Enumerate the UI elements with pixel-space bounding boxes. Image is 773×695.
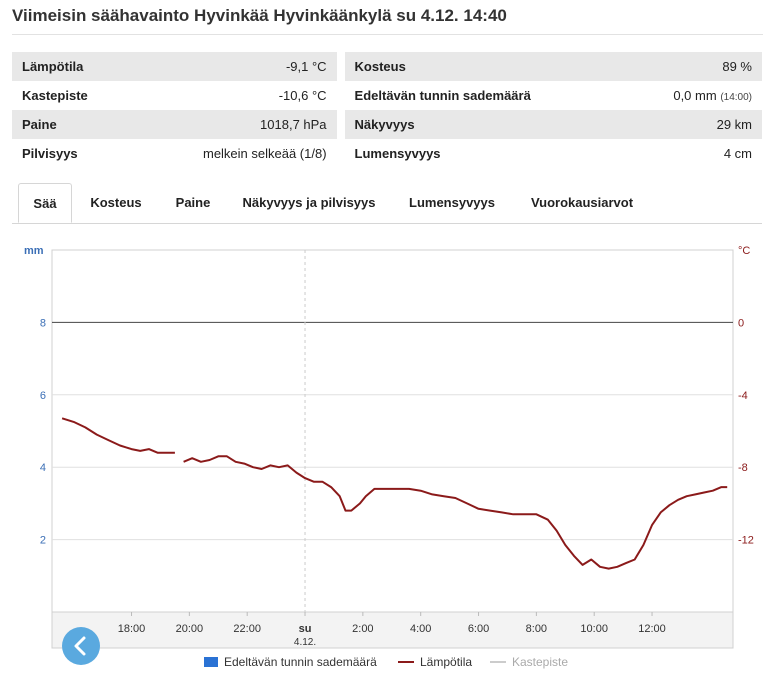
legend-item-precipitation[interactable]: Edeltävän tunnin sademäärä [204, 654, 377, 670]
temperature-line [61, 417, 175, 454]
x-tick-label: 6:00 [468, 623, 489, 635]
observation-label: Lämpötila [12, 52, 134, 81]
x-tick-label: 12:00 [638, 623, 666, 635]
observation-row: Lämpötila -9,1 °C Kosteus 89 % [12, 52, 762, 81]
previous-period-button[interactable] [62, 627, 100, 665]
title-divider [12, 34, 763, 35]
observation-value: 0,0 mm (14:00) [622, 81, 762, 110]
right-tick-label: -8 [738, 462, 748, 474]
observation-row: Paine 1018,7 hPa Näkyvyys 29 km [12, 110, 762, 139]
left-tick-label: 8 [40, 317, 46, 329]
left-axis-label: mm [24, 245, 44, 257]
tab-saa[interactable]: Sää [18, 183, 72, 223]
observation-row: Kastepiste -10,6 °C Edeltävän tunnin sad… [12, 81, 762, 110]
tab-paine[interactable]: Paine [175, 195, 211, 210]
plot-area [51, 249, 734, 613]
x-tick-label: 10:00 [580, 623, 608, 635]
legend-item-temperature[interactable]: Lämpötila [398, 654, 472, 670]
legend-swatch [398, 661, 414, 663]
observation-label: Kastepiste [22, 88, 88, 103]
tab-vuorokausiarvot[interactable]: Vuorokausiarvot [530, 195, 634, 210]
observation-value: 89 % [622, 52, 762, 81]
navigator-bar[interactable] [51, 611, 734, 649]
x-tick-label: 20:00 [176, 623, 204, 635]
tab-nakyvyys-ja-pilvisyys[interactable]: Näkyvyys ja pilvisyys [242, 195, 376, 210]
x-tick-label: su [299, 623, 312, 635]
observation-label: Pilvisyys [22, 146, 78, 161]
temperature-line [183, 455, 728, 570]
x-tick-label: 18:00 [118, 623, 146, 635]
x-tick-label: 2:00 [352, 623, 373, 635]
left-tick-label: 2 [40, 535, 46, 547]
observation-value: 29 km [622, 110, 762, 139]
tab-kosteus[interactable]: Kosteus [90, 195, 142, 210]
precip-value: 0,0 mm [673, 88, 717, 103]
observation-label: Edeltävän tunnin sademäärä [354, 88, 531, 103]
chevron-left-icon [74, 636, 86, 656]
left-tick-label: 4 [40, 462, 46, 474]
axis-labels: 0 -4 -8 -12 2 4 6 8 mm °C [24, 245, 754, 547]
observation-label: Lumensyvyys [354, 146, 441, 161]
precip-time-note: (14:00) [720, 92, 752, 103]
observation-value: melkein selkeää (1/8) [202, 146, 327, 161]
left-tick-label: 6 [40, 390, 46, 402]
page-title: Viimeisin säähavainto Hyvinkää Hyvinkään… [12, 6, 507, 25]
observation-value: -9,1 °C [133, 52, 337, 81]
observation-label: Näkyvyys [344, 110, 623, 139]
observation-label: Kosteus [344, 52, 623, 81]
legend-swatch [204, 657, 218, 667]
x-tick-label: 22:00 [233, 623, 261, 635]
right-axis-label: °C [738, 245, 750, 257]
observation-table: Lämpötila -9,1 °C Kosteus 89 % Kastepist… [12, 52, 762, 168]
observation-value: 4 cm [723, 146, 752, 161]
x-tick-label: 4:00 [410, 623, 431, 635]
x-tick-sublabel: 4.12. [294, 637, 316, 648]
grid-lines [52, 250, 733, 612]
observation-value: -10,6 °C [278, 88, 327, 103]
observation-row: Pilvisyys melkein selkeää (1/8) Lumensyv… [12, 139, 762, 168]
tab-lumensyvyys[interactable]: Lumensyvyys [409, 195, 495, 210]
legend-item-dewpoint[interactable]: Kastepiste [490, 654, 568, 670]
legend-swatch [490, 661, 506, 663]
observation-label: Paine [12, 110, 134, 139]
x-axis-labels: 18:00 20:00 22:00 su 4.12. 2:00 4:00 6:00 8:00 10… [118, 612, 666, 648]
x-tick-label: 8:00 [526, 623, 547, 635]
right-tick-label: -12 [738, 535, 754, 547]
series-layer [61, 417, 728, 570]
right-tick-label: -4 [738, 390, 748, 402]
tab-bar: Sää Kosteus Paine Näkyvyys ja pilvisyys … [12, 183, 762, 224]
weather-chart: 0 -4 -8 -12 2 4 6 8 mm °C 18:00 20:00 22:00 su 4.12. 2… [24, 245, 754, 649]
observation-value: 1018,7 hPa [133, 110, 337, 139]
right-tick-label: 0 [738, 317, 744, 329]
